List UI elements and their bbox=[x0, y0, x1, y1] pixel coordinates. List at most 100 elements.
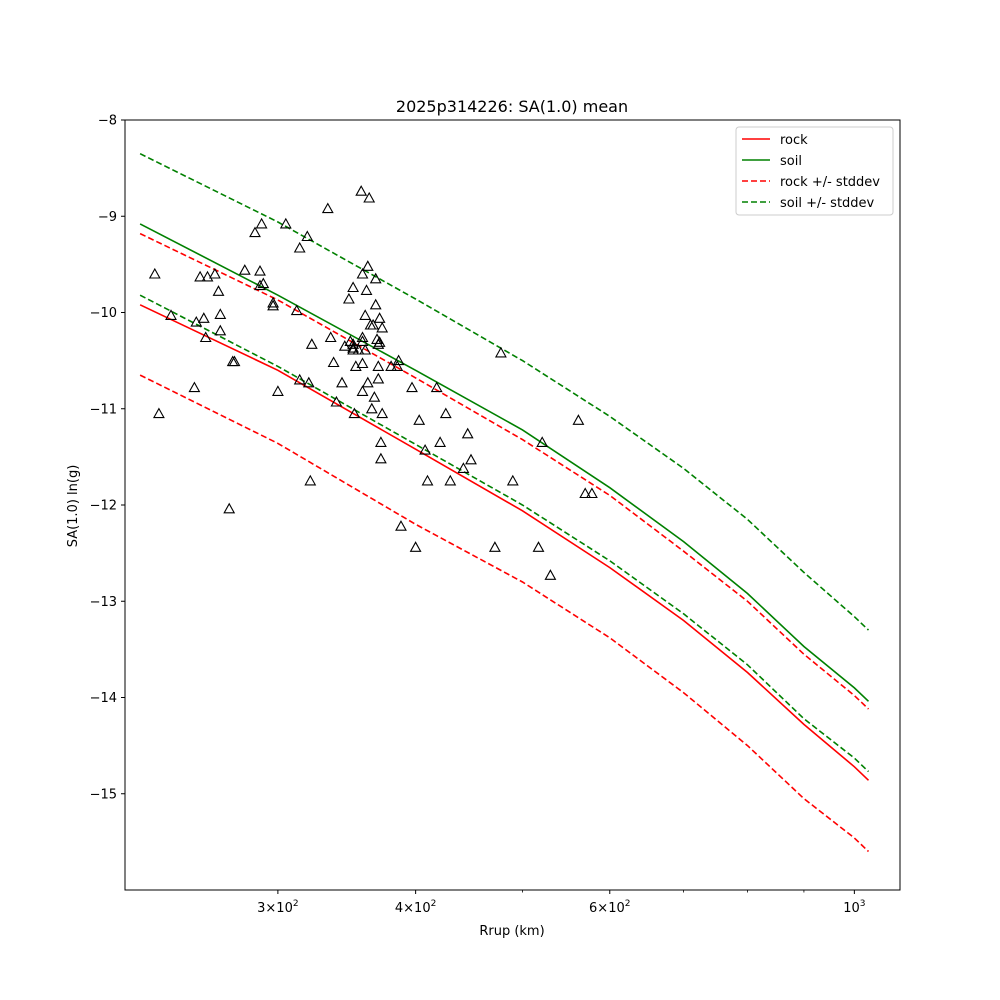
observation-point-48 bbox=[355, 185, 368, 196]
observation-point-49 bbox=[356, 267, 369, 279]
legend-label-3: soil +/- stddev bbox=[780, 196, 875, 211]
legend: rock soil rock +/- stddev soil +/- stddev bbox=[735, 126, 894, 216]
observation-point-73 bbox=[374, 436, 387, 447]
observation-point-94 bbox=[506, 474, 519, 486]
x-axis: 3×102 4×102 6×102 103 bbox=[257, 890, 866, 916]
observation-point-86 bbox=[434, 436, 447, 447]
legend-label-0: rock bbox=[780, 133, 808, 148]
series-line-1 bbox=[139, 223, 870, 702]
observation-point-34 bbox=[324, 331, 337, 343]
observation-point-55 bbox=[359, 343, 372, 355]
observation-point-17 bbox=[249, 226, 261, 238]
observation-point-99 bbox=[579, 487, 592, 499]
observation-point-51 bbox=[356, 331, 369, 343]
observation-point-23 bbox=[267, 299, 280, 311]
observation-point-75 bbox=[376, 407, 389, 419]
observation-point-56 bbox=[360, 284, 373, 295]
observation-point-64 bbox=[369, 298, 382, 310]
chart-title: 2025p314226: SA(1.0) mean bbox=[396, 97, 628, 116]
observation-point-57 bbox=[361, 260, 374, 271]
y-tick-label-6: −14 bbox=[90, 691, 117, 706]
observation-point-19 bbox=[254, 279, 266, 291]
observation-point-42 bbox=[347, 341, 360, 353]
series-line-4 bbox=[139, 152, 870, 631]
observation-point-71 bbox=[373, 336, 386, 347]
y-tick-label-0: −8 bbox=[98, 114, 117, 129]
observation-point-69 bbox=[372, 360, 385, 371]
observation-point-24 bbox=[271, 385, 284, 396]
observation-point-30 bbox=[302, 376, 315, 388]
observation-point-63 bbox=[368, 391, 381, 402]
observation-point-100 bbox=[585, 487, 598, 499]
observation-point-21 bbox=[257, 277, 270, 289]
observation-point-39 bbox=[342, 292, 355, 304]
plot-area bbox=[139, 152, 870, 853]
observation-point-70 bbox=[373, 312, 386, 323]
x-tick-label-1: 4×102 bbox=[395, 899, 436, 916]
observation-point-66 bbox=[371, 333, 383, 344]
y-tick-label-3: −11 bbox=[90, 402, 117, 417]
legend-label-2: rock +/- stddev bbox=[780, 175, 880, 190]
x-axis-title: Rrup (km) bbox=[479, 924, 544, 939]
observation-point-97 bbox=[544, 569, 557, 580]
observation-point-52 bbox=[356, 357, 369, 369]
observation-point-93 bbox=[494, 346, 507, 358]
observation-point-79 bbox=[395, 520, 407, 531]
observation-point-2 bbox=[165, 309, 177, 320]
observation-point-83 bbox=[419, 443, 432, 455]
observation-point-10 bbox=[212, 285, 225, 296]
observation-point-25 bbox=[279, 217, 292, 229]
observation-point-44 bbox=[347, 281, 360, 293]
observation-point-16 bbox=[238, 264, 251, 275]
observation-point-27 bbox=[293, 241, 306, 253]
y-tick-label-5: −13 bbox=[90, 595, 117, 610]
observation-point-95 bbox=[532, 541, 545, 552]
observation-point-74 bbox=[376, 321, 389, 333]
y-tick-label-1: −9 bbox=[98, 210, 117, 225]
observation-point-80 bbox=[406, 381, 418, 393]
observation-point-92 bbox=[488, 541, 501, 552]
legend-label-1: soil bbox=[780, 154, 802, 169]
observation-point-9 bbox=[208, 267, 221, 279]
observation-point-77 bbox=[391, 360, 404, 371]
observation-point-15 bbox=[228, 355, 241, 367]
y-axis: −8 −9 −10 −11 −12 −13 −14 −15 bbox=[90, 114, 125, 802]
observation-point-0 bbox=[148, 267, 161, 279]
observation-point-35 bbox=[327, 356, 340, 368]
observation-point-84 bbox=[421, 474, 434, 486]
observation-point-26 bbox=[290, 304, 303, 316]
observation-point-8 bbox=[201, 270, 214, 282]
observation-point-81 bbox=[409, 541, 422, 552]
observation-point-41 bbox=[347, 338, 360, 349]
observation-point-47 bbox=[352, 343, 365, 355]
observation-point-89 bbox=[457, 462, 470, 473]
observation-point-33 bbox=[321, 202, 334, 214]
series-line-3 bbox=[139, 374, 870, 853]
series-line-2 bbox=[139, 232, 870, 710]
observation-point-11 bbox=[214, 308, 227, 319]
y-tick-label-4: −12 bbox=[90, 499, 117, 514]
observation-point-18 bbox=[254, 264, 266, 276]
observation-point-12 bbox=[214, 324, 227, 336]
observation-point-37 bbox=[336, 376, 348, 388]
observation-point-62 bbox=[367, 318, 380, 330]
y-tick-label-2: −10 bbox=[90, 306, 117, 321]
observation-point-53 bbox=[356, 385, 369, 396]
observation-point-90 bbox=[461, 427, 474, 439]
observation-point-58 bbox=[361, 376, 374, 388]
observation-point-6 bbox=[197, 312, 210, 323]
observation-point-36 bbox=[330, 395, 343, 407]
observation-point-50 bbox=[356, 335, 369, 346]
x-tick-label-0: 3×102 bbox=[257, 899, 298, 916]
observation-point-61 bbox=[365, 402, 378, 414]
observation-point-22 bbox=[267, 296, 280, 308]
y-tick-label-7: −15 bbox=[90, 787, 117, 802]
observation-point-28 bbox=[293, 373, 306, 385]
observation-point-98 bbox=[572, 414, 585, 425]
observation-point-65 bbox=[369, 272, 382, 284]
y-axis-title: SA(1.0) ln(g) bbox=[66, 465, 81, 548]
observation-point-72 bbox=[374, 452, 387, 464]
observation-point-96 bbox=[536, 436, 549, 447]
observation-point-91 bbox=[465, 453, 477, 465]
